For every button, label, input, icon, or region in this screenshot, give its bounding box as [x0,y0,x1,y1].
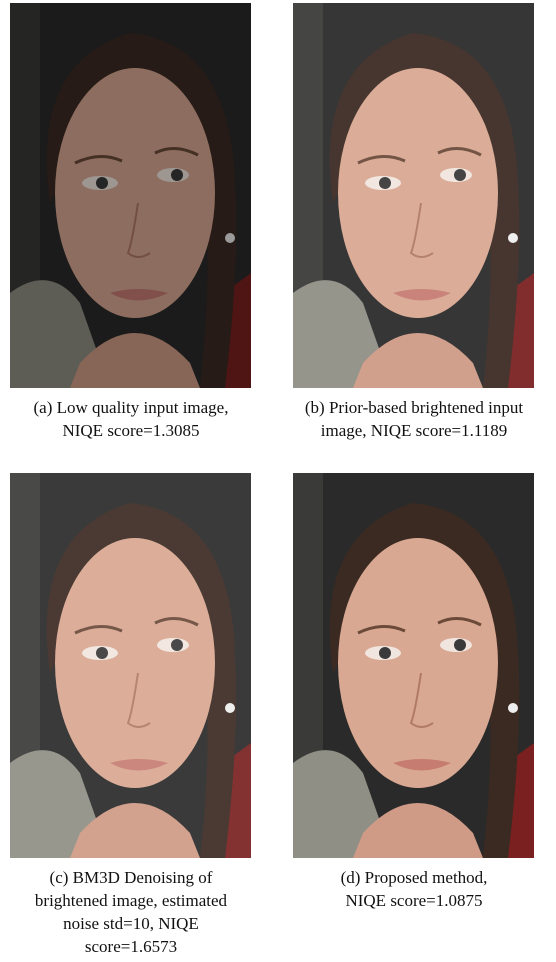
photo-low-quality [10,3,251,388]
caption-line: score=1.6573 [0,935,270,958]
caption-line: (a) Low quality input image, [0,396,270,419]
caption-line: NIQE score=1.0875 [275,889,553,912]
caption-line: (d) Proposed method, [275,866,553,889]
caption-line: NIQE score=1.3085 [0,419,270,442]
caption: (c) BM3D Denoising of brightened image, … [0,866,270,958]
caption: (a) Low quality input image, NIQE score=… [0,396,270,442]
caption-line: (c) BM3D Denoising of [0,866,270,889]
photo-bm3d [10,473,251,858]
photo-proposed [293,473,534,858]
caption: (b) Prior-based brightened input image, … [275,396,553,442]
caption-line: brightened image, estimated [0,889,270,912]
caption: (d) Proposed method, NIQE score=1.0875 [275,866,553,912]
photo-brightened [293,3,534,388]
caption-line: image, NIQE score=1.1189 [275,419,553,442]
caption-line: (b) Prior-based brightened input [275,396,553,419]
page: (a) Low quality input image, NIQE score=… [0,0,556,962]
caption-line: noise std=10, NIQE [0,912,270,935]
